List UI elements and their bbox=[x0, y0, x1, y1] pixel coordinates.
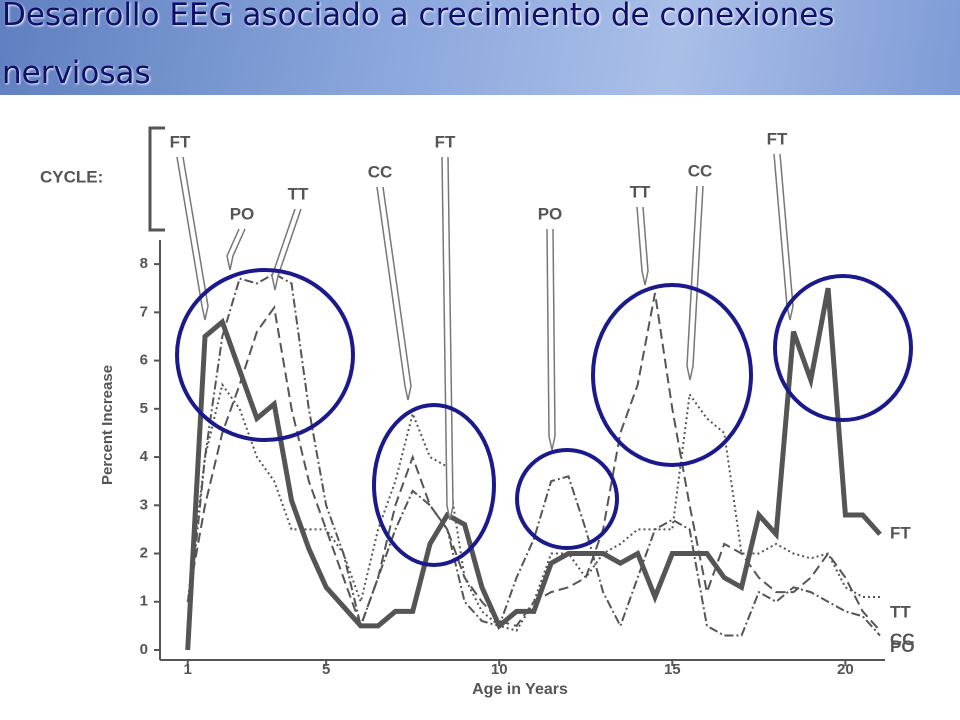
highlight-circle bbox=[591, 283, 753, 467]
x-axis-label: Age in Years bbox=[472, 681, 568, 698]
annotation-label: TT bbox=[630, 182, 651, 201]
legend-label: TT bbox=[890, 602, 911, 621]
legend-label: CC bbox=[890, 630, 915, 649]
y-tick-label: 7 bbox=[140, 303, 148, 320]
annotation-arrow bbox=[441, 156, 454, 521]
annotation-arrow bbox=[226, 228, 246, 271]
x-tick-label: 15 bbox=[664, 661, 681, 678]
highlight-circles bbox=[175, 268, 913, 567]
legend-label: FT bbox=[890, 524, 911, 543]
y-tick-label: 4 bbox=[140, 448, 149, 465]
slide-title: Desarrollo EEG asociado a crecimiento de… bbox=[2, 0, 835, 91]
y-tick-label: 6 bbox=[140, 352, 148, 369]
cycle-label: CYCLE: bbox=[40, 167, 103, 186]
annotation-label: CC bbox=[368, 162, 393, 181]
title-bar: Desarrollo EEG asociado a crecimiento de… bbox=[0, 0, 960, 95]
annotation-label: TT bbox=[288, 184, 309, 203]
y-tick-label: 2 bbox=[140, 544, 148, 561]
legend-label: PO bbox=[890, 637, 915, 656]
y-tick-label: 1 bbox=[140, 593, 148, 610]
annotation-arrow bbox=[636, 206, 649, 286]
x-tick-label: 10 bbox=[491, 661, 508, 678]
annotation-label: CC bbox=[688, 161, 713, 180]
highlight-circle bbox=[175, 268, 355, 442]
highlight-circle bbox=[773, 274, 913, 422]
annotation-arrow bbox=[686, 185, 704, 381]
series-line bbox=[186, 292, 881, 632]
annotation-arrow bbox=[176, 156, 209, 321]
y-axis-label: Percent Increase bbox=[99, 365, 116, 485]
annotation-label: PO bbox=[230, 204, 255, 223]
annotation-arrow bbox=[773, 153, 794, 321]
highlight-circle bbox=[515, 448, 619, 550]
y-tick-label: 3 bbox=[140, 496, 148, 513]
highlight-circle bbox=[372, 403, 496, 567]
x-tick-label: 20 bbox=[837, 661, 854, 678]
annotation-arrow bbox=[376, 186, 412, 401]
x-tick-label: 5 bbox=[322, 661, 330, 678]
annotation-label: FT bbox=[435, 132, 456, 151]
annotation-arrow bbox=[546, 228, 556, 451]
x-tick-label: 1 bbox=[184, 661, 192, 678]
y-tick-label: 5 bbox=[140, 400, 148, 417]
series-line bbox=[186, 272, 881, 637]
series-line bbox=[185, 287, 882, 651]
cycle-bracket bbox=[148, 126, 165, 232]
y-tick-label: 8 bbox=[140, 255, 148, 272]
annotation-label: FT bbox=[170, 132, 191, 151]
annotation-label: PO bbox=[538, 204, 563, 223]
annotation-label: FT bbox=[767, 129, 788, 148]
y-tick-label: 0 bbox=[140, 641, 148, 658]
annotation-arrow bbox=[271, 208, 302, 291]
